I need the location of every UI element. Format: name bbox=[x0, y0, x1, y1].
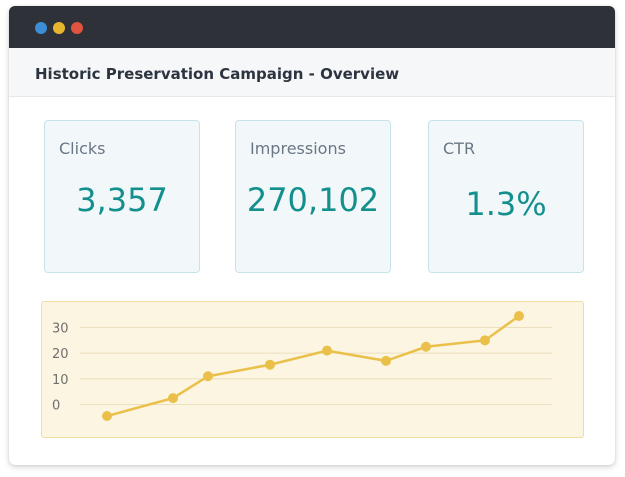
trend-chart-svg: 30 20 10 0 bbox=[52, 310, 552, 422]
dashboard-window: Historic Preservation Campaign - Overvie… bbox=[9, 6, 615, 465]
window-control-blue[interactable] bbox=[35, 22, 47, 34]
metric-label: Clicks bbox=[59, 139, 106, 158]
y-tick-label: 10 bbox=[52, 373, 69, 388]
data-point[interactable] bbox=[514, 310, 524, 321]
y-tick-label: 30 bbox=[52, 322, 69, 337]
data-point[interactable] bbox=[421, 341, 431, 352]
metric-label: Impressions bbox=[250, 139, 346, 158]
data-point[interactable] bbox=[322, 345, 332, 356]
metric-value: 1.3% bbox=[465, 185, 547, 223]
trend-chart: 30 20 10 0 bbox=[41, 301, 584, 438]
window-control-yellow[interactable] bbox=[53, 22, 65, 34]
data-point[interactable] bbox=[381, 355, 391, 366]
window-titlebar bbox=[9, 6, 615, 48]
metric-value: 270,102 bbox=[246, 181, 380, 219]
metric-card-ctr: CTR 1.3% bbox=[428, 120, 584, 273]
y-tick-label: 20 bbox=[52, 347, 69, 362]
metric-card-impressions: Impressions 270,102 bbox=[235, 120, 391, 273]
data-point[interactable] bbox=[203, 371, 213, 382]
window-control-red[interactable] bbox=[71, 22, 83, 34]
data-point[interactable] bbox=[168, 393, 178, 404]
y-tick-label: 0 bbox=[52, 398, 60, 413]
metric-value: 3,357 bbox=[76, 181, 168, 219]
data-point[interactable] bbox=[102, 411, 112, 422]
page-title: Historic Preservation Campaign - Overvie… bbox=[35, 65, 400, 83]
metric-card-clicks: Clicks 3,357 bbox=[44, 120, 200, 273]
page-header: Historic Preservation Campaign - Overvie… bbox=[9, 48, 615, 97]
data-point[interactable] bbox=[480, 335, 490, 346]
metric-label: CTR bbox=[443, 139, 476, 158]
series-line bbox=[106, 314, 520, 418]
data-point[interactable] bbox=[265, 359, 275, 370]
